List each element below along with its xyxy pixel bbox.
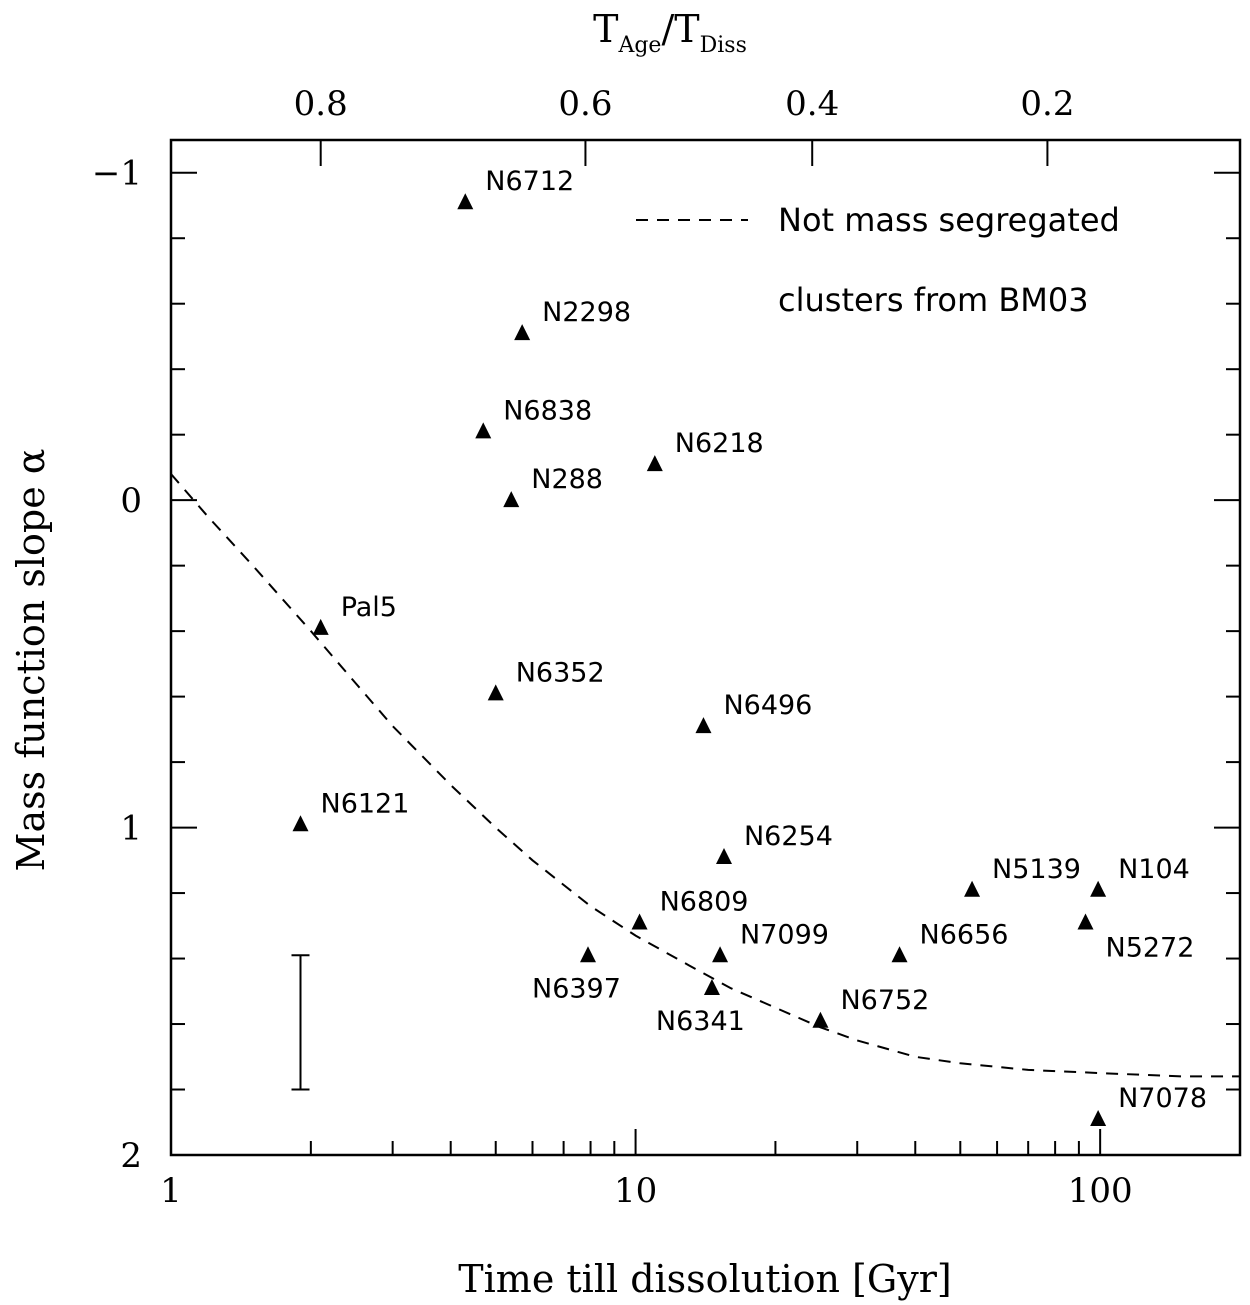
point-marker (292, 815, 309, 832)
point-label: N7099 (740, 919, 829, 950)
top-axis-title-t2: T (674, 7, 699, 51)
point-label: N6656 (920, 919, 1009, 950)
point-label: N6218 (675, 428, 764, 459)
top-axis-title-sub1: Age (617, 33, 661, 58)
point-marker (487, 684, 504, 701)
y-tick-label: 2 (120, 1136, 142, 1176)
point-marker (514, 324, 531, 341)
model-curve (170, 473, 1240, 1078)
point-label: N6712 (485, 166, 574, 197)
point-label: N6838 (503, 395, 592, 426)
plot-frame (169, 138, 1242, 1157)
point-marker (703, 979, 720, 996)
point-marker (812, 1011, 829, 1028)
y-tick-label: 1 (120, 809, 142, 849)
x-tick-label: 10 (614, 1171, 657, 1211)
point-marker (646, 455, 663, 472)
legend: Not mass segregated clusters from BM03 (636, 201, 1120, 319)
legend-line1: Not mass segregated (778, 201, 1120, 239)
point-label: N5139 (992, 854, 1081, 885)
data-points: N6712 N2298 N6838 N288 N6218 Pal5 N6352 N6496 N6… (292, 166, 1207, 1126)
point-marker (1077, 913, 1094, 930)
point-marker (503, 491, 520, 508)
point-label: N6496 (723, 690, 812, 721)
point-label: N6341 (656, 1006, 745, 1037)
x-axis-title: Time till dissolution [Gyr] (458, 1257, 951, 1301)
top-axis-title-t1: T (593, 7, 618, 51)
top-tick-label: 0.2 (1020, 84, 1074, 124)
top-axis-title-sub2: Diss (700, 33, 747, 58)
point-marker (631, 913, 648, 930)
point-label: N6397 (532, 973, 621, 1004)
point-marker (695, 717, 712, 734)
point-marker (312, 618, 329, 635)
top-tick-label: 0.6 (558, 84, 612, 124)
point-label: N6352 (516, 657, 605, 688)
x-tick-label: 1 (160, 1171, 182, 1211)
legend-line2: clusters from BM03 (778, 281, 1089, 319)
top-axis-ticks: 0.8 0.6 0.4 0.2 (294, 84, 1074, 166)
point-label: Pal5 (341, 592, 397, 623)
point-marker (891, 946, 908, 963)
point-label: N104 (1118, 854, 1190, 885)
error-bar (291, 954, 310, 1091)
y-tick-label: 0 (120, 481, 142, 521)
axis-ticks (170, 171, 1241, 1156)
top-axis-title-slash: / (661, 7, 674, 51)
point-label: N6809 (660, 887, 749, 918)
point-marker (475, 422, 492, 439)
point-marker (964, 880, 981, 897)
point-label: N5272 (1106, 933, 1195, 964)
point-label: N6752 (840, 985, 929, 1016)
y-axis-title: Mass function slope α (9, 449, 53, 872)
point-label: N2298 (542, 297, 631, 328)
y-tick-label: −1 (92, 154, 142, 194)
top-tick-label: 0.8 (294, 84, 348, 124)
x-tick-label: 100 (1068, 1171, 1133, 1211)
top-axis-title: TAge/TDiss (593, 7, 747, 58)
top-tick-label: 0.4 (785, 84, 839, 124)
point-label: N6121 (321, 788, 410, 819)
point-label: N6254 (744, 821, 833, 852)
point-label: N7078 (1118, 1083, 1207, 1114)
point-marker (580, 946, 597, 963)
point-marker (1090, 1109, 1107, 1126)
point-marker (1090, 880, 1107, 897)
point-label: N288 (531, 464, 603, 495)
point-marker (715, 848, 732, 865)
point-marker (457, 193, 474, 210)
point-marker (712, 946, 729, 963)
